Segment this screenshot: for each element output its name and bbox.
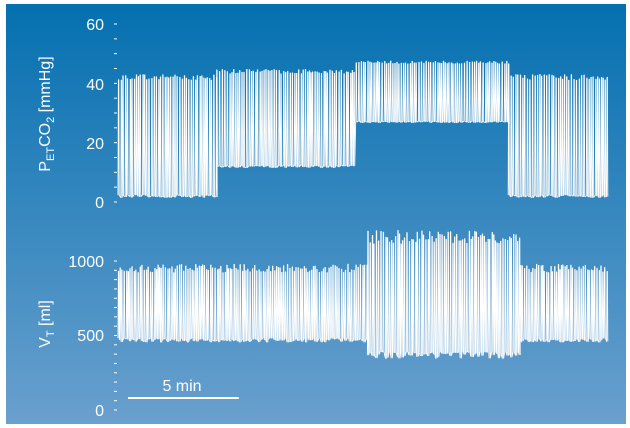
time-scale-bar: 5 min — [128, 378, 239, 399]
vt-tick-label: 1000 — [68, 254, 104, 271]
petco2-tick-label: 40 — [86, 77, 104, 94]
vt-axis-title-unit: [ml] — [37, 300, 54, 330]
petco2-axis-title-sub2: 2 — [45, 117, 57, 123]
vt-tick-label: 0 — [95, 403, 104, 420]
vt-minor-ticks — [114, 260, 117, 411]
petco2-axis-title-unit: [mmHg] — [37, 56, 54, 116]
vt-axis-title-main: V — [37, 337, 54, 348]
vt-trace — [117, 230, 609, 359]
petco2-axis-title-sub: ET — [45, 147, 57, 161]
chart-figure: 60 40 20 0 PETCO2 [mmHg] 1000 500 0 VT [… — [6, 4, 626, 424]
petco2-axis-title-main: P — [37, 161, 54, 172]
petco2-tick-label: 60 — [86, 17, 104, 34]
petco2-axis-title-mid: CO — [37, 123, 54, 147]
chart-canvas: 60 40 20 0 PETCO2 [mmHg] 1000 500 0 VT [… — [6, 4, 626, 424]
scale-bar-label: 5 min — [162, 378, 201, 395]
petco2-minor-ticks — [114, 23, 117, 203]
petco2-panel: 60 40 20 0 PETCO2 [mmHg] — [37, 17, 609, 212]
vt-tick-label: 500 — [77, 328, 104, 345]
vt-axis-title-sub: T — [45, 330, 57, 337]
chart-background — [6, 4, 626, 424]
petco2-tick-label: 0 — [95, 195, 104, 212]
petco2-tick-label: 20 — [86, 136, 104, 153]
petco2-trace — [117, 60, 609, 198]
vt-panel: 1000 500 0 VT [ml] — [37, 230, 609, 420]
petco2-axis-title: PETCO2 [mmHg] — [37, 56, 57, 171]
vt-axis-title: VT [ml] — [37, 300, 57, 348]
